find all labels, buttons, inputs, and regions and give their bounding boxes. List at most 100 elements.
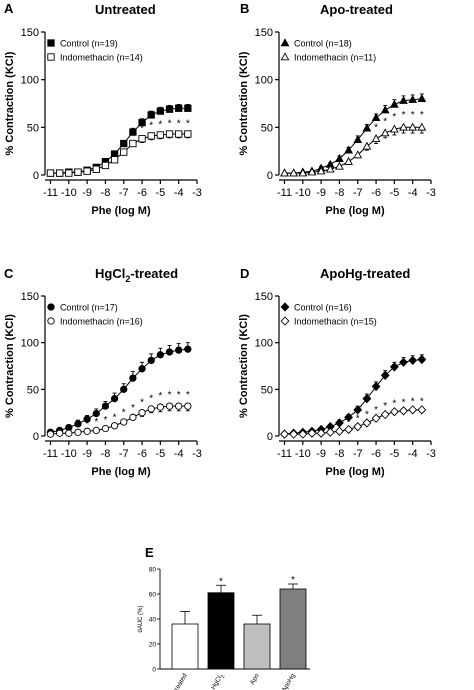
data-point bbox=[175, 402, 183, 410]
data-point bbox=[316, 428, 326, 438]
y-tick-label: 50 bbox=[261, 122, 273, 134]
data-point bbox=[380, 105, 390, 114]
panel-letter: D bbox=[240, 266, 249, 281]
data-point bbox=[417, 122, 427, 131]
data-point bbox=[362, 123, 372, 132]
data-point bbox=[101, 161, 110, 170]
data-point bbox=[120, 139, 128, 148]
data-point bbox=[92, 426, 100, 435]
x-tick-label: -7 bbox=[353, 187, 363, 199]
data-point bbox=[56, 429, 64, 437]
x-tick-label: -10 bbox=[61, 448, 77, 460]
x-tick-label: -8 bbox=[101, 448, 111, 460]
data-point bbox=[101, 424, 110, 433]
y-tick-label: 0 bbox=[267, 170, 273, 182]
data-point bbox=[184, 402, 192, 410]
series-control bbox=[46, 342, 192, 436]
y-tick-label: 150 bbox=[21, 291, 39, 303]
x-tick-label: -7 bbox=[353, 448, 363, 460]
data-point bbox=[325, 164, 335, 173]
significance-star: * bbox=[383, 401, 387, 412]
series-control bbox=[46, 104, 192, 177]
x-axis-label: Phe (log M) bbox=[325, 466, 385, 478]
data-point bbox=[56, 169, 64, 177]
data-point bbox=[110, 422, 119, 430]
data-point bbox=[147, 111, 155, 119]
y-axis-label: % Contraction (KCl) bbox=[4, 51, 16, 155]
significance-star: * bbox=[347, 417, 351, 428]
data-point bbox=[165, 402, 174, 410]
data-point bbox=[362, 394, 372, 404]
data-point bbox=[371, 381, 381, 392]
data-point bbox=[335, 154, 344, 163]
x-tick-label: -4 bbox=[408, 187, 418, 199]
data-point bbox=[147, 356, 155, 365]
data-point bbox=[380, 128, 390, 137]
data-point bbox=[380, 409, 390, 420]
bar bbox=[243, 623, 271, 670]
data-point bbox=[156, 107, 165, 115]
panel-b: B Apo-treated 0 50 100 150 -11 -10 -9 -8 -7 -6 -5 -4-… bbox=[238, 1, 436, 217]
significance-star: * bbox=[374, 122, 378, 133]
data-point bbox=[65, 169, 73, 177]
x-tick-label: -4 bbox=[408, 448, 418, 460]
significance-star: * bbox=[158, 391, 162, 402]
legend-marker bbox=[47, 53, 55, 61]
significance-star: * bbox=[158, 120, 162, 131]
x-tick-label: -6 bbox=[137, 187, 147, 199]
x-tick-label: -9 bbox=[316, 187, 326, 199]
data-point bbox=[335, 418, 344, 428]
x-tick-label: -5 bbox=[389, 187, 399, 199]
significance-star: * bbox=[374, 405, 378, 416]
legend-label: Indomethacin (n=11) bbox=[294, 53, 376, 63]
x-tick-label: -5 bbox=[389, 448, 399, 460]
data-point bbox=[184, 345, 192, 353]
y-tick-label: 100 bbox=[255, 338, 273, 350]
x-axis-label: Phe (log M) bbox=[325, 205, 385, 217]
title-tail: -treated bbox=[130, 266, 178, 281]
data-point bbox=[353, 134, 363, 143]
data-point bbox=[371, 413, 381, 423]
significance-star: * bbox=[131, 403, 135, 414]
category-name: ApoHg bbox=[281, 672, 297, 690]
panel-letter: A bbox=[4, 1, 14, 16]
legend-marker bbox=[47, 303, 55, 311]
significance-star: * bbox=[365, 410, 369, 421]
y-tick-label: 40 bbox=[149, 617, 157, 624]
bar bbox=[207, 592, 235, 670]
x-tick-label: -4 bbox=[174, 448, 184, 460]
category-name: Untreated bbox=[168, 672, 189, 690]
data-point bbox=[74, 428, 82, 436]
panel-title: HgCl2-treated bbox=[95, 266, 178, 284]
data-point bbox=[389, 362, 399, 372]
data-point bbox=[307, 428, 317, 438]
data-point bbox=[344, 145, 353, 154]
x-tick-label: -6 bbox=[137, 448, 147, 460]
data-point bbox=[353, 150, 363, 159]
significance-star: * bbox=[420, 397, 424, 408]
significance-star: * bbox=[177, 119, 181, 130]
y-axis-label: % Contraction (KCl) bbox=[238, 51, 250, 155]
significance-star: * bbox=[122, 408, 126, 419]
series-control bbox=[280, 93, 427, 177]
legend-marker bbox=[280, 52, 290, 61]
y-axis-label: % Contraction (KCl) bbox=[238, 314, 250, 418]
data-point bbox=[120, 148, 128, 156]
y-tick-label: 60 bbox=[149, 592, 157, 599]
y-tick-label: 20 bbox=[149, 642, 157, 649]
data-point bbox=[298, 168, 308, 177]
legend-marker bbox=[280, 316, 290, 326]
category-name: Apo bbox=[249, 672, 261, 686]
significance-star: * bbox=[85, 419, 89, 430]
x-tick-label: -5 bbox=[155, 448, 165, 460]
y-axis-label: % Contraction (KCl) bbox=[4, 314, 16, 418]
data-point bbox=[417, 93, 427, 102]
data-point bbox=[408, 122, 418, 131]
legend-label: Indomethacin (n=14) bbox=[60, 53, 143, 63]
y-tick-label: 150 bbox=[21, 27, 39, 39]
significance-star: * bbox=[168, 390, 172, 401]
panel-letter: E bbox=[145, 545, 154, 560]
series-line bbox=[50, 405, 188, 435]
x-tick-label: -3 bbox=[426, 187, 436, 199]
